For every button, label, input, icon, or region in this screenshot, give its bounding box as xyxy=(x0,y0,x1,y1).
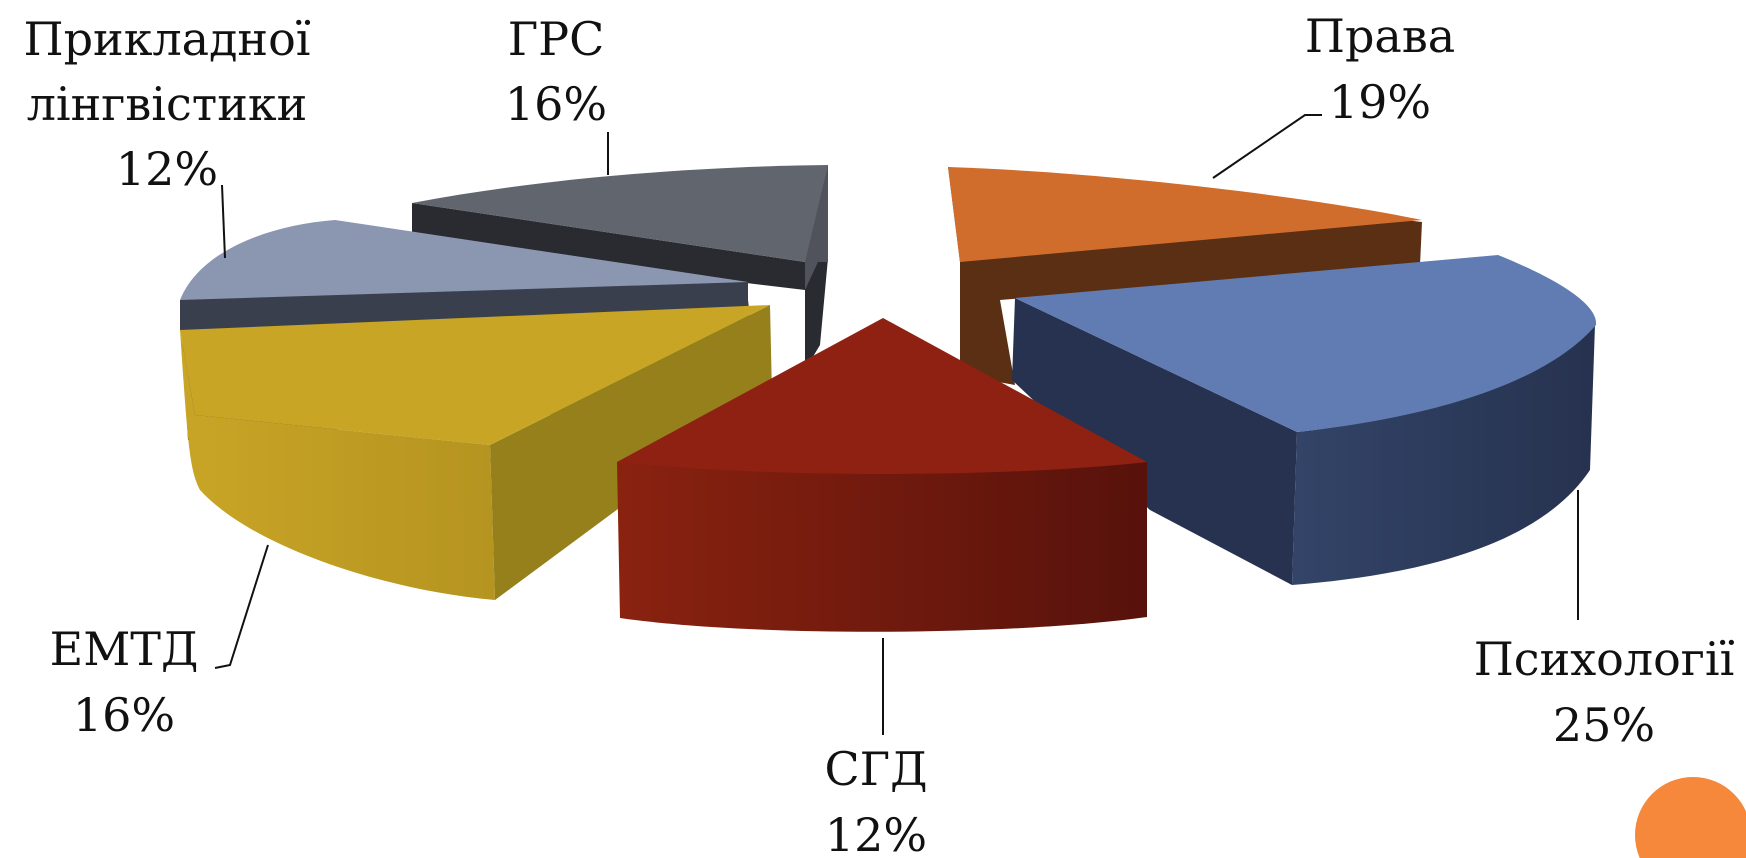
label-psykholohii-name: Психології xyxy=(1474,632,1735,686)
label-prykladnoi-name: Прикладної xyxy=(23,12,310,66)
label-grs-name: ГРС xyxy=(508,12,605,66)
decorative-circle xyxy=(1635,777,1746,858)
leader-lines xyxy=(214,114,1579,735)
leader-emtd xyxy=(214,544,269,669)
label-grs-value: 16% xyxy=(505,77,607,131)
label-prykladnoi-name2: лінгвістики xyxy=(27,77,308,131)
label-psykholohii-value: 25% xyxy=(1553,698,1655,752)
leader-prava xyxy=(1212,114,1322,179)
slice-sgd xyxy=(617,318,1147,632)
slice-grs xyxy=(412,165,828,370)
label-emtd-value: 16% xyxy=(73,688,175,742)
label-sgd-value: 12% xyxy=(825,808,927,858)
label-prava-name: Права xyxy=(1305,9,1455,63)
label-emtd-name: ЕМТД xyxy=(50,622,199,676)
slice-psykholohii xyxy=(1012,255,1597,585)
leader-prykladnoi xyxy=(221,184,226,259)
slice-prava xyxy=(948,167,1422,385)
data-labels: Права 19% Психології 25% СГД 12% ЕМТД 16… xyxy=(23,9,1734,858)
label-prykladnoi-value: 12% xyxy=(116,142,218,196)
label-sgd-name: СГД xyxy=(824,742,927,796)
label-prava-value: 19% xyxy=(1329,75,1431,129)
slice-emtd xyxy=(180,305,772,600)
